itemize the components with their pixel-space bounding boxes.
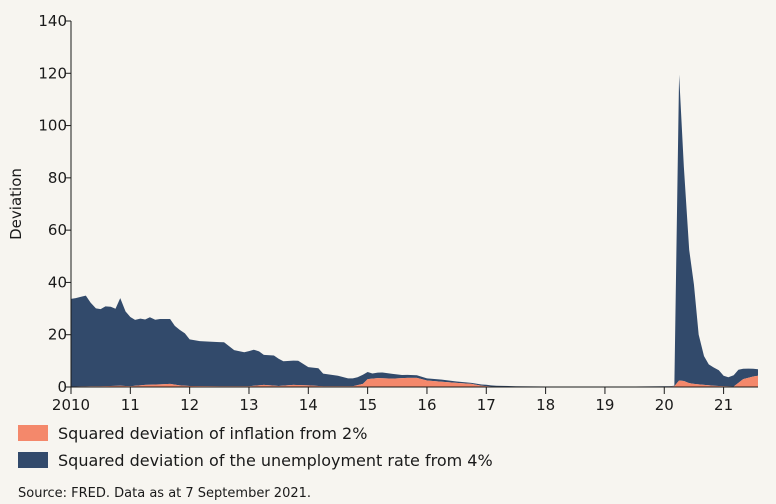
x-tick-label: 16 (417, 396, 436, 414)
x-tick-label: 15 (358, 396, 377, 414)
y-tick-label: 120 (38, 64, 67, 82)
x-tick-label: 17 (477, 396, 496, 414)
x-tick-label: 12 (180, 396, 199, 414)
x-tick-label: 11 (121, 396, 140, 414)
x-tick-label: 2010 (52, 396, 90, 414)
source-note: Source: FRED. Data as at 7 September 202… (18, 486, 311, 501)
y-tick-label: 40 (48, 273, 67, 291)
y-tick-label: 100 (38, 117, 67, 135)
y-tick-label: 60 (48, 221, 67, 239)
x-tick-label: 20 (655, 396, 674, 414)
y-tick-label: 0 (57, 378, 67, 396)
x-tick-label: 21 (714, 396, 733, 414)
x-tick-label: 19 (595, 396, 614, 414)
x-tick-label: 18 (536, 396, 555, 414)
series-area-inflation (71, 375, 758, 387)
legend-label-unemployment: Squared deviation of the unemployment ra… (58, 451, 493, 470)
legend-label-inflation: Squared deviation of inflation from 2% (58, 424, 367, 443)
y-axis-title: Deviation (7, 168, 25, 240)
axes: 0 20 40 60 80 100 120 140 2010 11 12 13 14 15 16 17 18 19… (7, 12, 758, 414)
y-tick-label: 80 (48, 169, 67, 187)
y-tick-label: 20 (48, 326, 67, 344)
y-tick-label: 140 (38, 12, 67, 30)
legend: Squared deviation of inflation from 2% Sq… (18, 424, 493, 470)
x-tick-label: 13 (239, 396, 258, 414)
legend-swatch-inflation (18, 425, 48, 441)
x-tick-label: 14 (299, 396, 318, 414)
plot-areas (71, 74, 758, 387)
legend-swatch-unemployment (18, 452, 48, 468)
series-area-unemployment (71, 74, 758, 387)
